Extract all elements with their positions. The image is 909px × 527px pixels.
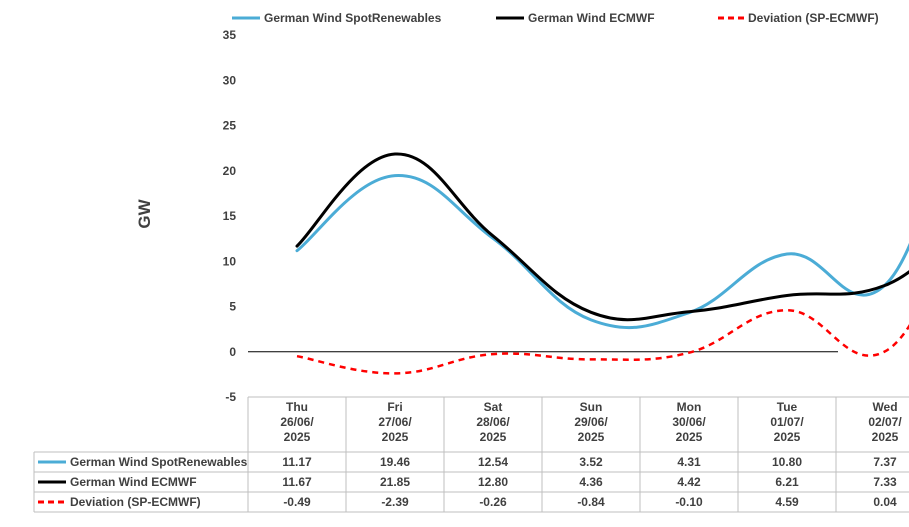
legend-label: Deviation (SP-ECMWF) bbox=[748, 11, 879, 25]
x-tick-label: Sat bbox=[484, 400, 503, 414]
x-tick-label: Tue bbox=[777, 400, 798, 414]
table-cell: -0.10 bbox=[675, 495, 703, 509]
table-cell: -0.49 bbox=[283, 495, 311, 509]
x-tick-label: 26/06/ bbox=[280, 415, 314, 429]
x-tick-label: 02/07/ bbox=[868, 415, 902, 429]
legend-label: German Wind ECMWF bbox=[528, 11, 655, 25]
x-tick-label: 29/06/ bbox=[574, 415, 608, 429]
table-cell: 12.54 bbox=[478, 455, 508, 469]
series-line-2 bbox=[296, 308, 909, 375]
y-tick-label: -5 bbox=[225, 390, 236, 404]
x-tick-label: 2025 bbox=[480, 430, 507, 444]
y-axis-label: GW bbox=[135, 198, 154, 228]
table-cell: 3.52 bbox=[579, 455, 603, 469]
table-cell: 11.67 bbox=[282, 475, 312, 489]
x-tick-label: Wed bbox=[872, 400, 897, 414]
table-cell: 4.42 bbox=[677, 475, 701, 489]
table-cell: 19.46 bbox=[380, 455, 410, 469]
table-cell: 7.37 bbox=[873, 455, 897, 469]
y-tick-label: 0 bbox=[229, 345, 236, 359]
table-row-label: German Wind SpotRenewables bbox=[70, 455, 248, 469]
table-cell: 4.36 bbox=[579, 475, 603, 489]
y-tick-label: 35 bbox=[223, 28, 237, 42]
table-row-label: German Wind ECMWF bbox=[70, 475, 197, 489]
x-tick-label: 2025 bbox=[774, 430, 801, 444]
x-tick-label: 2025 bbox=[676, 430, 703, 444]
y-tick-label: 5 bbox=[229, 300, 236, 314]
x-tick-label: 2025 bbox=[284, 430, 311, 444]
x-tick-label: 2025 bbox=[578, 430, 605, 444]
table-cell: -2.39 bbox=[381, 495, 409, 509]
x-tick-label: Sun bbox=[580, 400, 603, 414]
table-cell: 10.80 bbox=[772, 455, 802, 469]
x-tick-label: Mon bbox=[677, 400, 702, 414]
y-axis-ticks: -5 0 5 10 15 20 25 30 35 bbox=[223, 28, 237, 404]
table-cell: 6.21 bbox=[775, 475, 799, 489]
x-tick-label: 2025 bbox=[872, 430, 899, 444]
y-tick-label: 25 bbox=[223, 119, 237, 133]
y-tick-label: 15 bbox=[223, 209, 237, 223]
table-cell: 12.80 bbox=[478, 475, 508, 489]
legend-label: German Wind SpotRenewables bbox=[264, 11, 442, 25]
series-line-0 bbox=[295, 174, 909, 330]
legend: German Wind SpotRenewables German Wind EC… bbox=[232, 11, 879, 25]
table-cell: 7.33 bbox=[873, 475, 897, 489]
y-tick-label: 20 bbox=[223, 164, 237, 178]
table-cell: 21.85 bbox=[380, 475, 410, 489]
x-tick-label: 27/06/ bbox=[378, 415, 412, 429]
table-cell: -0.26 bbox=[479, 495, 507, 509]
y-tick-label: 30 bbox=[223, 73, 237, 87]
table-cell: 4.59 bbox=[775, 495, 799, 509]
x-tick-label: 2025 bbox=[382, 430, 409, 444]
x-tick-label: 01/07/ bbox=[770, 415, 804, 429]
x-tick-label: 30/06/ bbox=[672, 415, 706, 429]
series-lines bbox=[295, 152, 909, 375]
x-tick-label: Thu bbox=[286, 400, 308, 414]
table-cell: 4.31 bbox=[677, 455, 701, 469]
x-tick-label: Fri bbox=[387, 400, 402, 414]
y-tick-label: 10 bbox=[223, 254, 237, 268]
x-tick-label: 28/06/ bbox=[476, 415, 510, 429]
series-line-1 bbox=[295, 152, 909, 322]
table-cell: 11.17 bbox=[282, 455, 312, 469]
table-cell: -0.84 bbox=[577, 495, 605, 509]
table-cell: 0.04 bbox=[873, 495, 897, 509]
table-row-label: Deviation (SP-ECMWF) bbox=[70, 495, 201, 509]
